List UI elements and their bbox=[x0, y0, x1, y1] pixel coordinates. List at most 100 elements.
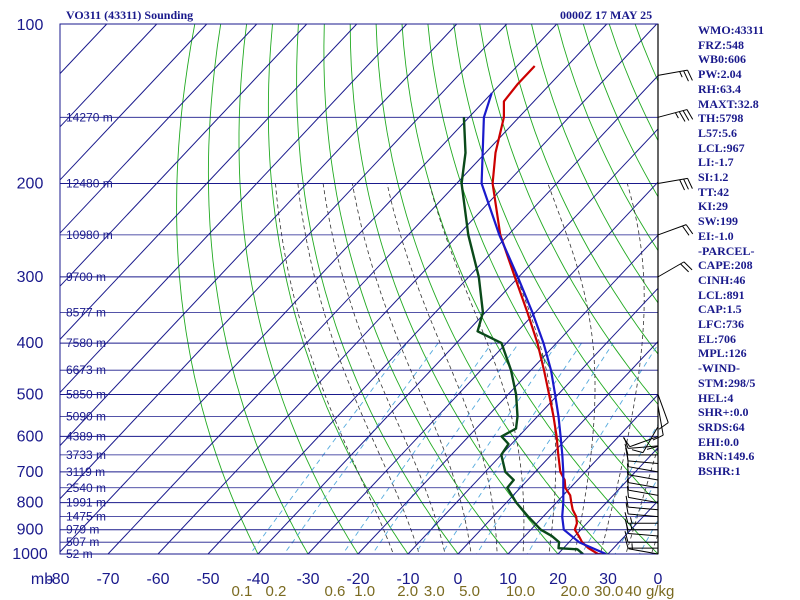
mixing-ratio-label: 2.0 bbox=[397, 583, 418, 600]
barb-flag bbox=[626, 463, 629, 475]
barb-flag bbox=[687, 178, 693, 189]
barb-half-flag bbox=[679, 71, 683, 78]
barb-staff bbox=[657, 69, 688, 76]
chart-frame bbox=[59, 23, 659, 555]
wind-barb bbox=[626, 471, 659, 489]
dry-adiabat bbox=[207, 24, 309, 554]
isotherm bbox=[207, 75, 658, 554]
index-item: BSHR:1 bbox=[698, 464, 741, 479]
mixing-ratio-label: 10.0 bbox=[506, 583, 535, 600]
barb-flag bbox=[678, 111, 686, 122]
temperature-tick-label: -80 bbox=[46, 571, 69, 588]
moist-adiabat bbox=[428, 183, 525, 554]
sounding-title: VO311 (43311) Sounding bbox=[66, 8, 194, 22]
wind-barb bbox=[657, 394, 669, 430]
index-item: SI:1.2 bbox=[698, 170, 729, 185]
isotherm bbox=[60, 24, 358, 341]
wind-barb bbox=[657, 224, 694, 236]
wind-barb bbox=[624, 518, 658, 531]
mixing-ratio-line bbox=[342, 342, 493, 554]
barb-flag bbox=[631, 449, 644, 454]
pressure-tick-label: 1000 bbox=[12, 546, 48, 563]
isotherm bbox=[60, 24, 458, 447]
barb-flag bbox=[625, 449, 629, 462]
temperature-tick-label: -70 bbox=[96, 571, 119, 588]
barb-flag bbox=[682, 225, 690, 236]
barb-staff bbox=[628, 460, 659, 465]
temperature-tick-label: -20 bbox=[346, 571, 369, 588]
height-label: 4389 m bbox=[66, 429, 106, 443]
mixing-ratio-line bbox=[414, 342, 558, 554]
height-label: 1475 m bbox=[66, 510, 106, 524]
pressure-tick-label: 300 bbox=[17, 269, 44, 286]
wind-barb bbox=[657, 261, 693, 278]
index-item: KI:29 bbox=[698, 199, 728, 214]
dry-adiabat bbox=[427, 24, 658, 505]
index-item: LFC:736 bbox=[698, 317, 744, 332]
isotherm bbox=[507, 393, 658, 554]
index-item: TH:5798 bbox=[698, 111, 744, 126]
barb-staff bbox=[628, 466, 659, 473]
barb-half-flag bbox=[674, 112, 679, 119]
wind-barb bbox=[624, 443, 658, 456]
isotherm bbox=[307, 181, 658, 554]
barb-staff bbox=[657, 109, 688, 118]
height-label: 52 m bbox=[66, 547, 93, 561]
barb-staff bbox=[628, 506, 659, 511]
isotherm bbox=[60, 24, 408, 394]
temperature-tick-label: 30 bbox=[599, 571, 617, 588]
isotherm bbox=[157, 24, 658, 554]
index-item: EI:-1.0 bbox=[698, 228, 734, 243]
index-item: MAXT:32.8 bbox=[698, 96, 759, 111]
moist-adiabat bbox=[481, 183, 557, 554]
barb-staff bbox=[657, 405, 664, 436]
index-item: SW:199 bbox=[698, 214, 739, 229]
index-item: EL:706 bbox=[698, 331, 737, 346]
mixing-ratio-line bbox=[249, 342, 408, 554]
mixing-ratio-label: 0.1 bbox=[231, 583, 252, 600]
barb-flag bbox=[658, 422, 669, 430]
mixing-ratio-label: 40 bbox=[625, 583, 642, 600]
barb-flag bbox=[624, 518, 629, 530]
index-item: SRDS:64 bbox=[698, 419, 745, 434]
dry-adiabat bbox=[176, 24, 259, 554]
height-label: 14270 m bbox=[66, 110, 113, 124]
mixing-ratio-label: 0.6 bbox=[325, 583, 346, 600]
barb-staff bbox=[657, 394, 669, 423]
index-item: LCL:891 bbox=[698, 287, 745, 302]
barb-flag bbox=[626, 478, 629, 491]
mixing-ratio-line bbox=[441, 342, 582, 554]
height-label: 12480 m bbox=[66, 177, 113, 191]
mixing-ratio-line bbox=[476, 342, 614, 554]
dry-adiabat bbox=[556, 24, 658, 252]
height-label: 979 m bbox=[66, 523, 99, 537]
barb-flag bbox=[646, 445, 659, 450]
dry-adiabat bbox=[505, 24, 658, 355]
temperature-tick-label: -40 bbox=[246, 571, 269, 588]
temperature-tick-label: 10 bbox=[499, 571, 517, 588]
index-item: CAP:1.5 bbox=[698, 302, 742, 317]
pressure-tick-label: 500 bbox=[17, 386, 44, 403]
height-label: 1991 m bbox=[66, 496, 106, 510]
temperature-tick-label: -10 bbox=[396, 571, 419, 588]
mixing-ratio-unit: g/kg bbox=[646, 583, 674, 600]
pressure-tick-label: 400 bbox=[17, 335, 44, 352]
mixing-ratio-label: 30.0 bbox=[594, 583, 623, 600]
pressure-tick-label: 700 bbox=[17, 464, 44, 481]
barb-staff bbox=[628, 548, 659, 555]
isotherm bbox=[60, 24, 308, 287]
barb-flag bbox=[625, 502, 629, 515]
height-label: 8577 m bbox=[66, 305, 106, 319]
temperature-line bbox=[491, 65, 608, 554]
dry-adiabat bbox=[791, 24, 800, 565]
index-item: LI:-1.7 bbox=[698, 155, 734, 170]
temperature-tick-label: -50 bbox=[196, 571, 219, 588]
wind-barb bbox=[657, 177, 693, 191]
stability-indices: WMO:43311 FRZ:548 WB0:606 PW:2.04 RH:63.4 MAX… bbox=[698, 23, 764, 479]
chart-guides bbox=[60, 24, 800, 565]
barb-half-flag bbox=[630, 517, 633, 524]
mixing-ratio-line bbox=[614, 477, 658, 554]
pressure-tick-label: 100 bbox=[17, 17, 44, 34]
isotherm bbox=[60, 24, 258, 234]
pressure-tick-label: 600 bbox=[17, 428, 44, 445]
